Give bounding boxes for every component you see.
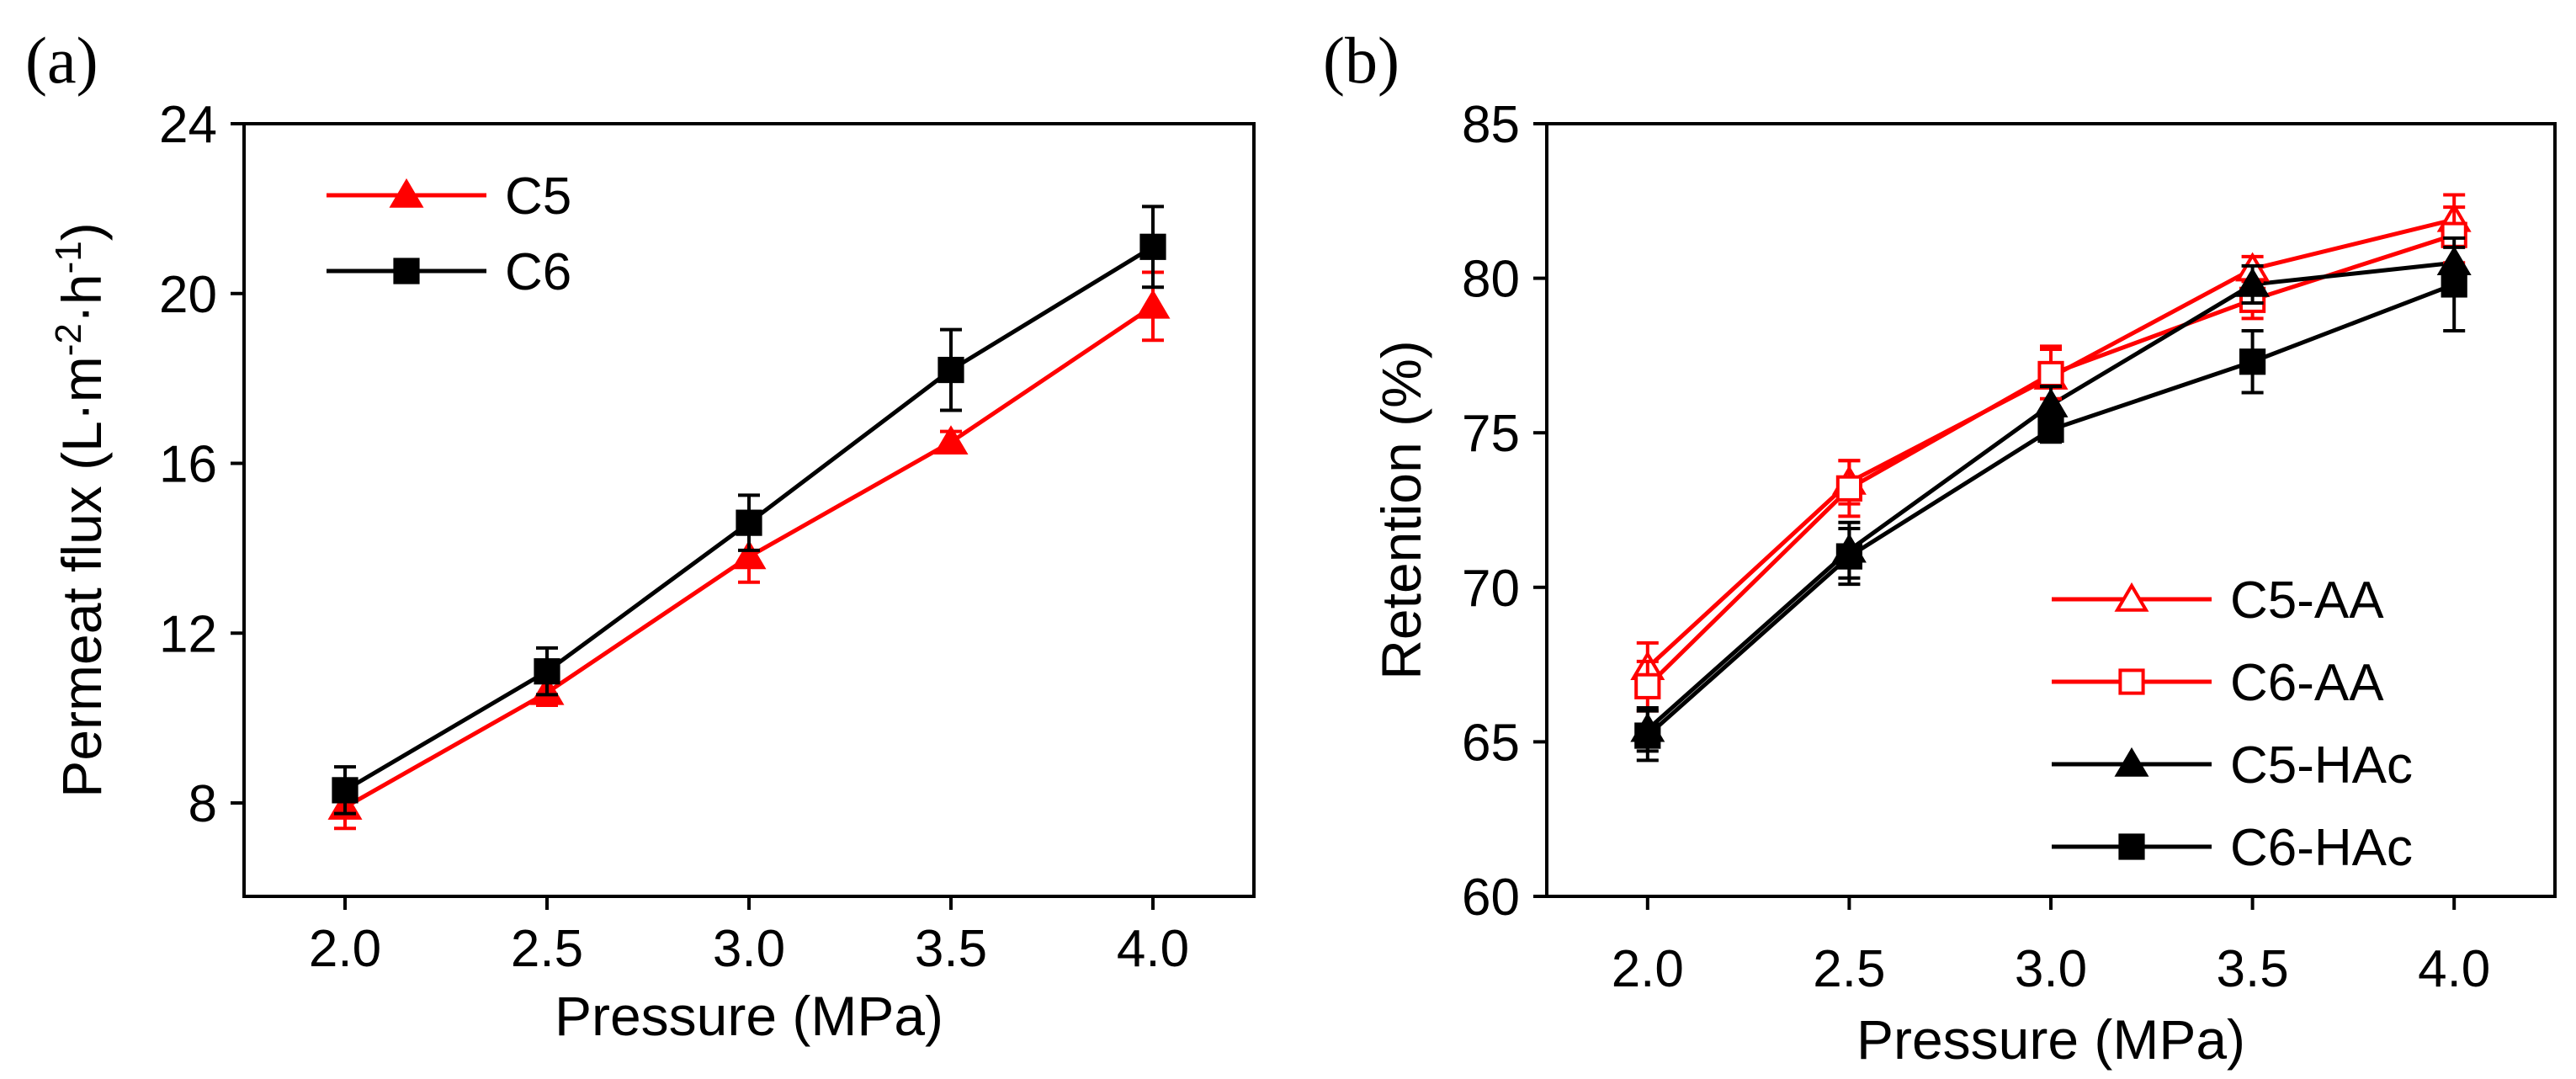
panel-a-y-tick-label: 12: [159, 605, 217, 663]
panel-a-y-tick-label: 16: [159, 436, 217, 494]
panel-b-legend-label: C5-HAc: [2230, 736, 2413, 795]
panel-a-x-tick-label: 3.5: [915, 920, 987, 978]
panel-a-data-point-c6: [736, 509, 762, 536]
panel-b-x-tick-label: 3.0: [2015, 940, 2087, 998]
panel-b-y-tick-label: 70: [1462, 560, 1520, 618]
panel-a-data-point-c6: [937, 356, 964, 384]
panel-a-y-label-exp2: -1: [48, 241, 89, 274]
panel-a-y-label-mid: ·h: [50, 274, 113, 323]
panel-b-series-group: [1630, 193, 2472, 763]
panel-b-data-point-c6-hac: [2441, 271, 2467, 298]
panel-a-ticks: 2.0 2.5 3.0 3.5 4.0 8 12 16 20 24: [159, 96, 1189, 978]
panel-b-label: (b): [1323, 24, 1400, 97]
panel-a-label: (a): [25, 24, 98, 97]
panel-b-x-tick-label: 3.5: [2216, 940, 2288, 998]
panel-a-y-tick-label: 8: [189, 775, 217, 833]
panel-a-y-label-exp1: -2: [48, 323, 89, 356]
panel-b-x-tick-label: 4.0: [2418, 940, 2490, 998]
panel-b-legend-label: C6-AA: [2230, 654, 2384, 712]
panel-b-data-point-c6-hac: [1634, 722, 1661, 749]
panel-a-data-point-c5: [1135, 289, 1171, 319]
panel-a-data-point-c5: [933, 425, 969, 455]
panel-b-y-tick-label: 85: [1462, 96, 1520, 154]
panel-b-x-axis-label: Pressure (MPa): [1856, 1008, 2245, 1071]
panel-b-x-tick-label: 2.5: [1813, 940, 1885, 998]
panel-b-y-axis-label: Retention (%): [1370, 340, 1432, 680]
panel-a-series-group: [327, 205, 1171, 831]
panel-b-y-tick-label: 75: [1462, 405, 1520, 463]
panel-b-data-point-c5-hac: [2235, 267, 2271, 297]
panel-a-y-label-end: ): [50, 222, 113, 241]
panel-b-data-point-c6-aa: [2037, 360, 2064, 388]
panel-a-y-axis-label: Permeat flux (L·m-2·h-1): [48, 222, 113, 797]
panel-a-y-label-base: Permeat flux (L·m: [50, 356, 113, 797]
panel-b-data-point-c6-hac: [1835, 543, 1863, 570]
panel-a-x-tick-label: 2.0: [309, 920, 381, 978]
panel-a-data-point-c5: [731, 540, 767, 570]
panel-b-y-tick-label: 60: [1462, 869, 1520, 927]
panel-a-legend-marker: [389, 178, 424, 208]
panel-a-legend-label: C6: [505, 243, 571, 301]
panel-a-chart: (a) 2.0 2.5 3.0 3.5 4.0 8 12 16 20 24 Pressure (M…: [25, 24, 1256, 1047]
panel-a-legend-marker: [393, 258, 420, 284]
panel-a-x-tick-label: 4.0: [1117, 920, 1189, 978]
panel-b-plot-frame: [1545, 122, 2557, 898]
panel-b-legend-marker: [2114, 582, 2149, 612]
panel-b-legend-label: C5-AA: [2230, 571, 2384, 630]
panel-a-data-point-c6: [332, 777, 359, 804]
panel-b-data-point-c6-hac: [2037, 416, 2064, 444]
panel-b-y-tick-label: 65: [1462, 714, 1520, 772]
panel-b-chart: (b) 2.0 2.5 3.0 3.5 4.0 60 65 70 75 80 85 Pressure…: [1323, 24, 2557, 1071]
panel-b-x-tick-label: 2.0: [1612, 940, 1684, 998]
panel-b-data-point-c6-aa: [1634, 672, 1661, 699]
panel-a-y-tick-label: 24: [159, 96, 217, 154]
panel-a-plot-frame: [242, 122, 1256, 898]
panel-b-legend-marker: [2118, 833, 2145, 860]
panel-b-y-tick-label: 80: [1462, 251, 1520, 309]
panel-b-legend: C5-AA C6-AA C5-HAc C6-HAc: [2052, 571, 2413, 877]
panel-b-data-point-c6-hac: [2239, 348, 2266, 375]
panel-b-ticks: 2.0 2.5 3.0 3.5 4.0 60 65 70 75 80 85: [1462, 96, 2490, 998]
panel-a-data-point-c6: [1139, 233, 1166, 260]
panel-b-legend-marker: [2118, 668, 2145, 695]
panel-b-legend-label: C6-HAc: [2230, 819, 2413, 877]
panel-a-x-tick-label: 2.5: [511, 920, 583, 978]
panel-a-y-tick-label: 20: [159, 266, 217, 324]
panel-a-data-point-c6: [534, 658, 560, 685]
panel-b-legend-marker: [2114, 747, 2149, 777]
panel-a-x-axis-label: Pressure (MPa): [555, 985, 943, 1047]
panel-b-data-point-c6-aa: [1835, 475, 1863, 502]
panel-a-x-tick-label: 3.0: [713, 920, 785, 978]
panel-a-legend-label: C5: [505, 167, 571, 226]
